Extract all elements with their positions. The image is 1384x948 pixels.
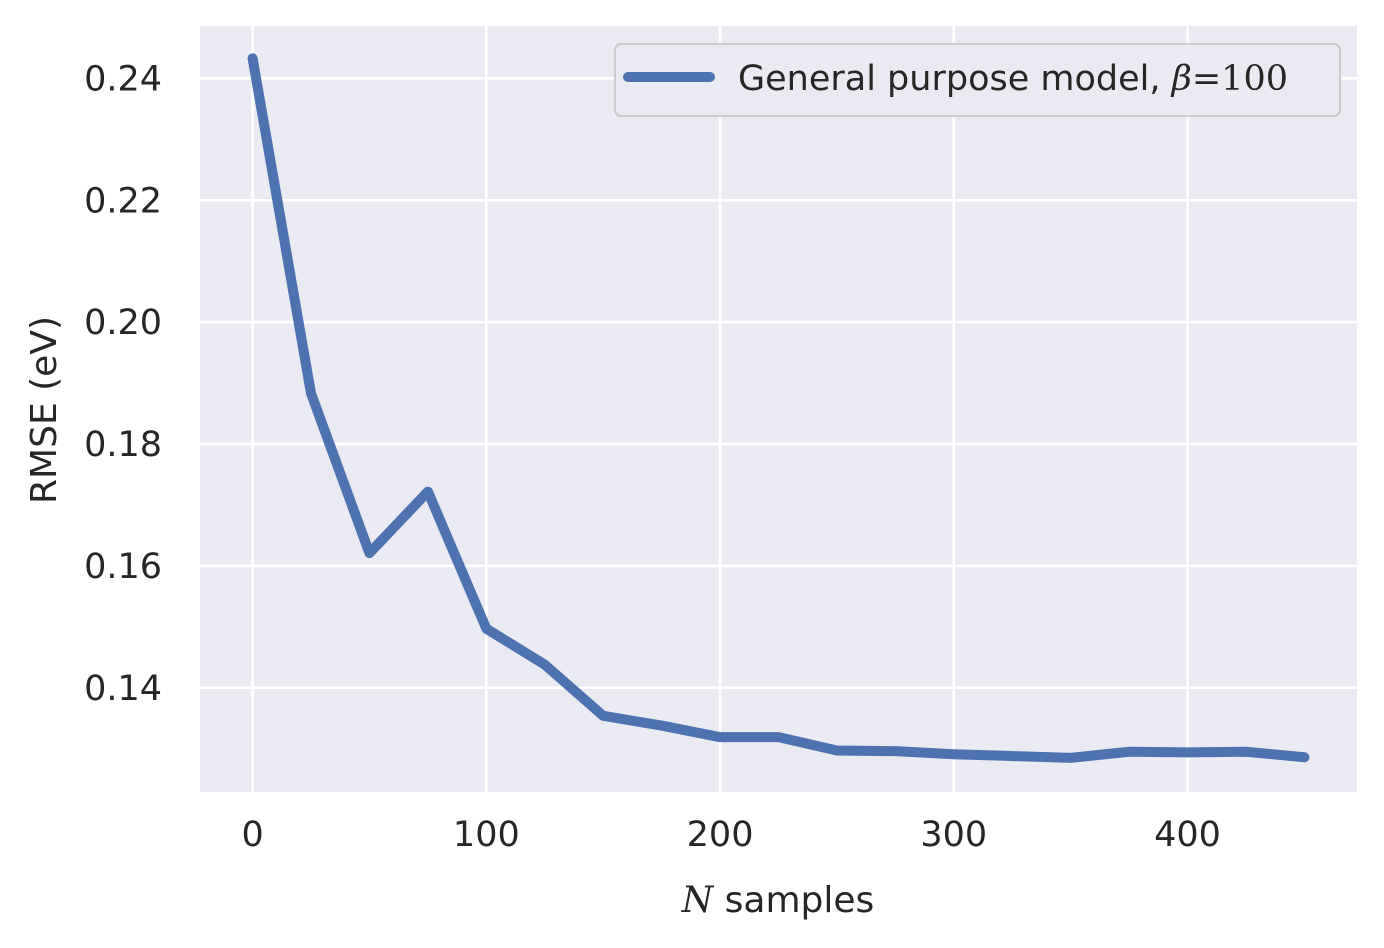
legend-entry-0: General purpose model, β=100 [738, 59, 1288, 99]
y-tick-label: 0.24 [84, 59, 162, 99]
x-tick-label: 300 [920, 815, 987, 855]
x-tick-labels: 0 100 200 300 400 [241, 815, 1220, 855]
series-line-0 [247, 53, 1310, 763]
legend-entry-0-value: 100 [1221, 59, 1288, 99]
data-point [1070, 757, 1071, 758]
legend-entry-0-math: β [1170, 59, 1192, 99]
data-point [1012, 756, 1013, 757]
y-tick-label: 0.16 [84, 547, 162, 587]
data-point [544, 664, 545, 665]
data-point [895, 751, 896, 752]
data-point [252, 58, 253, 59]
x-axis-label-math: N [681, 880, 715, 921]
x-tick-label: 400 [1154, 815, 1221, 855]
y-tick-label: 0.20 [84, 303, 162, 343]
data-point [953, 754, 954, 755]
data-point [603, 715, 604, 716]
data-point [1187, 752, 1188, 753]
legend-entry-0-eq: = [1192, 59, 1221, 99]
data-point [311, 393, 312, 394]
x-tick-label: 0 [241, 815, 263, 855]
data-point [369, 553, 370, 554]
data-point [836, 750, 837, 751]
x-axis-label-text: samples [713, 880, 874, 921]
x-tick-label: 200 [687, 815, 754, 855]
legend-entry-0-name: General purpose model, [738, 59, 1172, 99]
y-tick-labels: 0.14 0.16 0.18 0.20 0.22 0.24 [84, 59, 162, 708]
plot-background [200, 26, 1357, 792]
data-point [720, 737, 721, 738]
y-axis-label: RMSE (eV) [24, 316, 65, 504]
series-layer [247, 53, 1310, 763]
data-point [1129, 751, 1130, 752]
x-tick-label: 100 [453, 815, 520, 855]
data-point [661, 725, 662, 726]
legend-box [614, 43, 1341, 117]
grid [200, 26, 1357, 792]
y-tick-label: 0.22 [84, 181, 162, 221]
data-point [778, 737, 779, 738]
legend: General purpose model, β=100 [614, 43, 1341, 117]
data-point [1304, 757, 1305, 758]
data-point [1245, 751, 1246, 752]
data-point [486, 628, 487, 629]
data-point [427, 491, 428, 492]
y-tick-label: 0.18 [84, 425, 162, 465]
x-axis-label: N samples [681, 880, 875, 921]
y-tick-label: 0.14 [84, 669, 162, 709]
